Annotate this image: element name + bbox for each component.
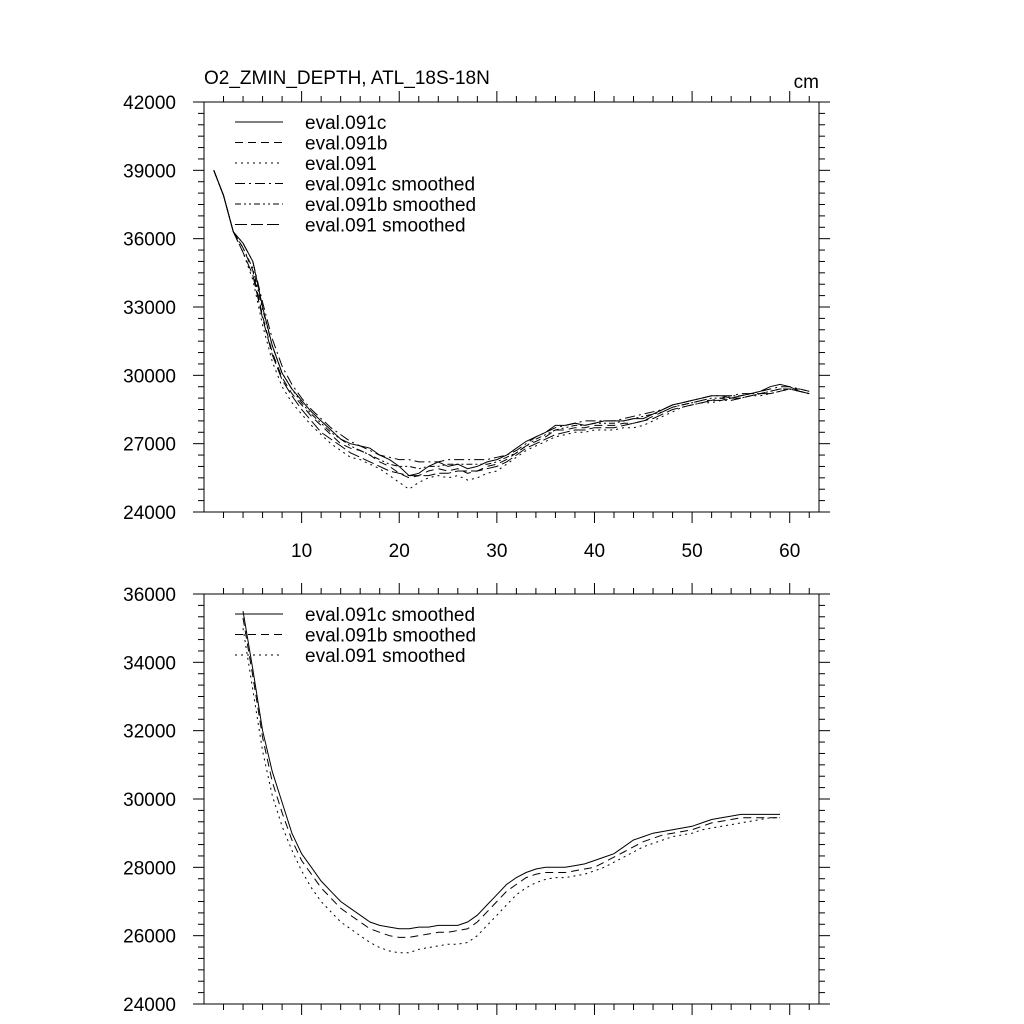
legend-label: eval.091c <box>305 113 386 134</box>
x-tick-label: 40 <box>584 541 605 562</box>
chart-title: O2_ZMIN_DEPTH, ATL_18S-18N <box>204 68 490 89</box>
y-tick-label: 39000 <box>123 161 176 182</box>
legend-label: eval.091b smoothed <box>305 195 476 216</box>
x-tick-label: 10 <box>291 541 312 562</box>
series-line-5 <box>213 170 810 470</box>
legend-label: eval.091b smoothed <box>305 626 476 647</box>
plot-frame-bottom <box>203 593 820 1005</box>
y-tick-label: 30000 <box>123 366 176 387</box>
series-line-4 <box>213 170 810 463</box>
series-line-1 <box>213 170 810 477</box>
legend-label: eval.091 smoothed <box>305 646 466 667</box>
legend-label: eval.091c smoothed <box>305 175 475 196</box>
y-tick-label: 36000 <box>123 585 176 606</box>
bottom-chart: 24000 26000 28000 30000 32000 34000 36000 eval… <box>123 583 830 1016</box>
x-tick-label: 50 <box>682 541 703 562</box>
tick-marks-top <box>193 91 830 523</box>
legend-label: eval.091b <box>305 134 387 155</box>
y-tick-labels-bottom: 24000 26000 28000 30000 32000 34000 36000 <box>123 585 176 1016</box>
series-line-2 <box>242 617 780 938</box>
series-line-1 <box>242 611 780 930</box>
x-tick-label: 60 <box>779 541 800 562</box>
y-tick-label: 34000 <box>123 653 176 674</box>
legend-label: eval.091c smoothed <box>305 605 475 626</box>
series-line-2 <box>213 170 810 479</box>
series-lines-bottom <box>242 611 780 954</box>
units-label: cm <box>794 72 819 93</box>
x-tick-labels-top: 10 20 30 40 50 60 <box>291 541 800 562</box>
series-line-3 <box>242 628 780 954</box>
y-tick-label: 24000 <box>123 503 176 524</box>
y-tick-label: 30000 <box>123 790 176 811</box>
y-tick-label: 33000 <box>123 298 176 319</box>
x-tick-label: 20 <box>389 541 410 562</box>
legend-label: eval.091 smoothed <box>305 216 466 237</box>
y-tick-label: 24000 <box>123 995 176 1016</box>
y-tick-label: 28000 <box>123 858 176 879</box>
plot-frame-top <box>203 101 820 513</box>
series-line-6 <box>213 170 810 477</box>
y-tick-label: 26000 <box>123 927 176 948</box>
series-line-3 <box>213 170 810 490</box>
tick-marks-bottom <box>193 583 830 1015</box>
y-tick-label: 42000 <box>123 93 176 114</box>
y-tick-label: 36000 <box>123 230 176 251</box>
top-chart: O2_ZMIN_DEPTH, ATL_18S-18N cm 24000 27000… <box>123 68 830 562</box>
y-tick-label: 27000 <box>123 435 176 456</box>
legend-label: eval.091 <box>305 154 377 175</box>
series-lines-top <box>213 170 810 490</box>
y-tick-labels-top: 24000 27000 30000 33000 36000 39000 42000 <box>123 93 176 524</box>
x-tick-label: 30 <box>486 541 507 562</box>
y-tick-label: 32000 <box>123 722 176 743</box>
